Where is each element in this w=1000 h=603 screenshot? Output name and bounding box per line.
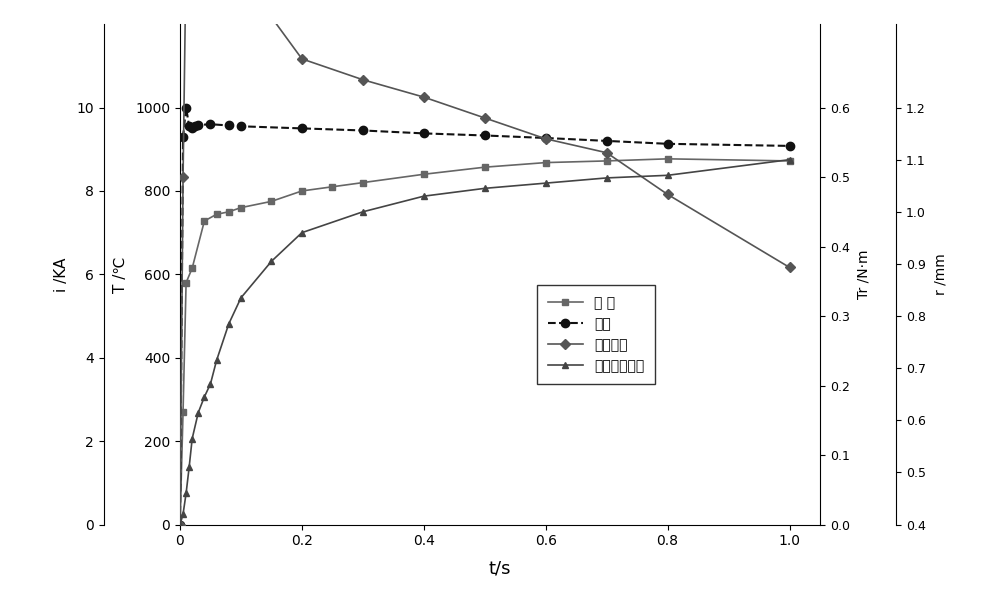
温 度	[540, 159, 552, 166]
导电斑点半径	[479, 185, 491, 192]
导电斑点半径	[204, 380, 216, 388]
电动斥力	[357, 76, 369, 83]
Y-axis label: T /℃: T /℃	[113, 256, 128, 292]
电流	[192, 121, 204, 128]
电动斥力	[662, 191, 674, 198]
Legend: 温 度, 电流, 电动斥力, 导电斑点半径: 温 度, 电流, 电动斥力, 导电斑点半径	[537, 285, 655, 384]
电流	[784, 142, 796, 150]
电流	[183, 122, 195, 130]
导电斑点半径	[177, 511, 189, 518]
温 度	[357, 179, 369, 186]
电流	[235, 122, 247, 130]
电流	[479, 132, 491, 139]
导电斑点半径	[183, 464, 195, 471]
导电斑点半径	[418, 192, 430, 200]
电动斥力	[479, 115, 491, 122]
电流	[204, 121, 216, 128]
温 度	[177, 408, 189, 415]
电流	[223, 122, 235, 129]
导电斑点半径	[265, 257, 277, 265]
电动斥力	[418, 93, 430, 101]
温 度	[418, 171, 430, 178]
Y-axis label: i /KA: i /KA	[54, 257, 69, 292]
导电斑点半径	[180, 490, 192, 497]
电流	[189, 122, 201, 130]
电动斥力	[235, 0, 247, 4]
电流	[540, 134, 552, 142]
X-axis label: t/s: t/s	[489, 560, 511, 578]
导电斑点半径	[186, 435, 198, 442]
温 度	[180, 279, 192, 286]
温 度	[174, 521, 186, 528]
电流	[174, 521, 186, 528]
Y-axis label: Tr /N·m: Tr /N·m	[857, 250, 871, 299]
电流	[418, 130, 430, 137]
导电斑点半径	[235, 294, 247, 302]
电动斥力	[265, 13, 277, 21]
电动斥力	[174, 521, 186, 528]
电动斥力	[784, 264, 796, 271]
Line: 温 度: 温 度	[177, 156, 793, 528]
导电斑点半径	[192, 409, 204, 416]
Line: 导电斑点半径: 导电斑点半径	[177, 156, 793, 528]
温 度	[265, 198, 277, 205]
温 度	[296, 188, 308, 195]
导电斑点半径	[211, 357, 223, 364]
导电斑点半径	[296, 229, 308, 236]
导电斑点半径	[223, 320, 235, 327]
温 度	[601, 157, 613, 165]
Line: 电流: 电流	[176, 103, 794, 529]
温 度	[223, 208, 235, 215]
导电斑点半径	[601, 174, 613, 182]
温 度	[186, 265, 198, 272]
电流	[180, 104, 192, 111]
电流	[601, 137, 613, 145]
温 度	[235, 204, 247, 211]
电流	[662, 140, 674, 148]
电流	[177, 133, 189, 140]
电流	[296, 125, 308, 132]
导电斑点半径	[198, 393, 210, 400]
温 度	[326, 183, 338, 191]
电流	[186, 125, 198, 132]
温 度	[198, 217, 210, 224]
温 度	[479, 163, 491, 171]
温 度	[784, 157, 796, 165]
Line: 电动斥力: 电动斥力	[177, 0, 793, 528]
电动斥力	[601, 149, 613, 156]
导电斑点半径	[174, 521, 186, 528]
导电斑点半径	[540, 180, 552, 187]
电动斥力	[296, 55, 308, 63]
电流	[357, 127, 369, 134]
导电斑点半径	[357, 208, 369, 215]
电动斥力	[177, 174, 189, 181]
导电斑点半径	[784, 156, 796, 163]
导电斑点半径	[662, 172, 674, 179]
电动斥力	[540, 135, 552, 142]
温 度	[662, 155, 674, 162]
温 度	[211, 210, 223, 218]
Y-axis label: r /mm: r /mm	[933, 253, 947, 295]
